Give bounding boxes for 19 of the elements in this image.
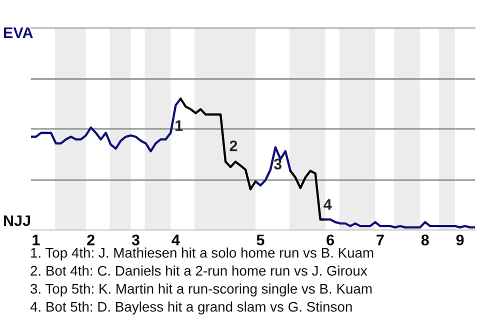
text: EVA (4, 27, 33, 38)
x-tick-label: 2 (87, 234, 94, 246)
text: 4. Bot 5th: D. Bayless hit a grand slam vs G. Stinson (30, 302, 352, 314)
x-tick-label: 8 (421, 234, 429, 246)
text: NJJ (4, 215, 30, 226)
annotation: 4 (324, 199, 332, 210)
annotation: 3 (274, 158, 282, 170)
annotation: 2 (230, 140, 238, 152)
text: 2. Bot 4th: C. Daniels hit a 2-run home run vs J. Giroux (30, 266, 368, 276)
x-tick-label: 4 (172, 234, 180, 246)
x-tick-label: 3 (132, 234, 140, 246)
x-tick-label: 1 (32, 234, 40, 246)
annotation: 1 (176, 120, 183, 131)
x-tick-label: 6 (326, 234, 334, 246)
text: 3. Top 5th: K. Martin hit a run-scoring single vs B. Kuam (30, 284, 372, 296)
x-tick-label: 7 (376, 234, 384, 246)
text: 1. Top 4th: J. Mathiesen hit a solo home run vs B. Kuam (31, 248, 374, 260)
x-tick-label: 5 (256, 234, 264, 246)
x-tick-label: 9 (456, 234, 464, 246)
